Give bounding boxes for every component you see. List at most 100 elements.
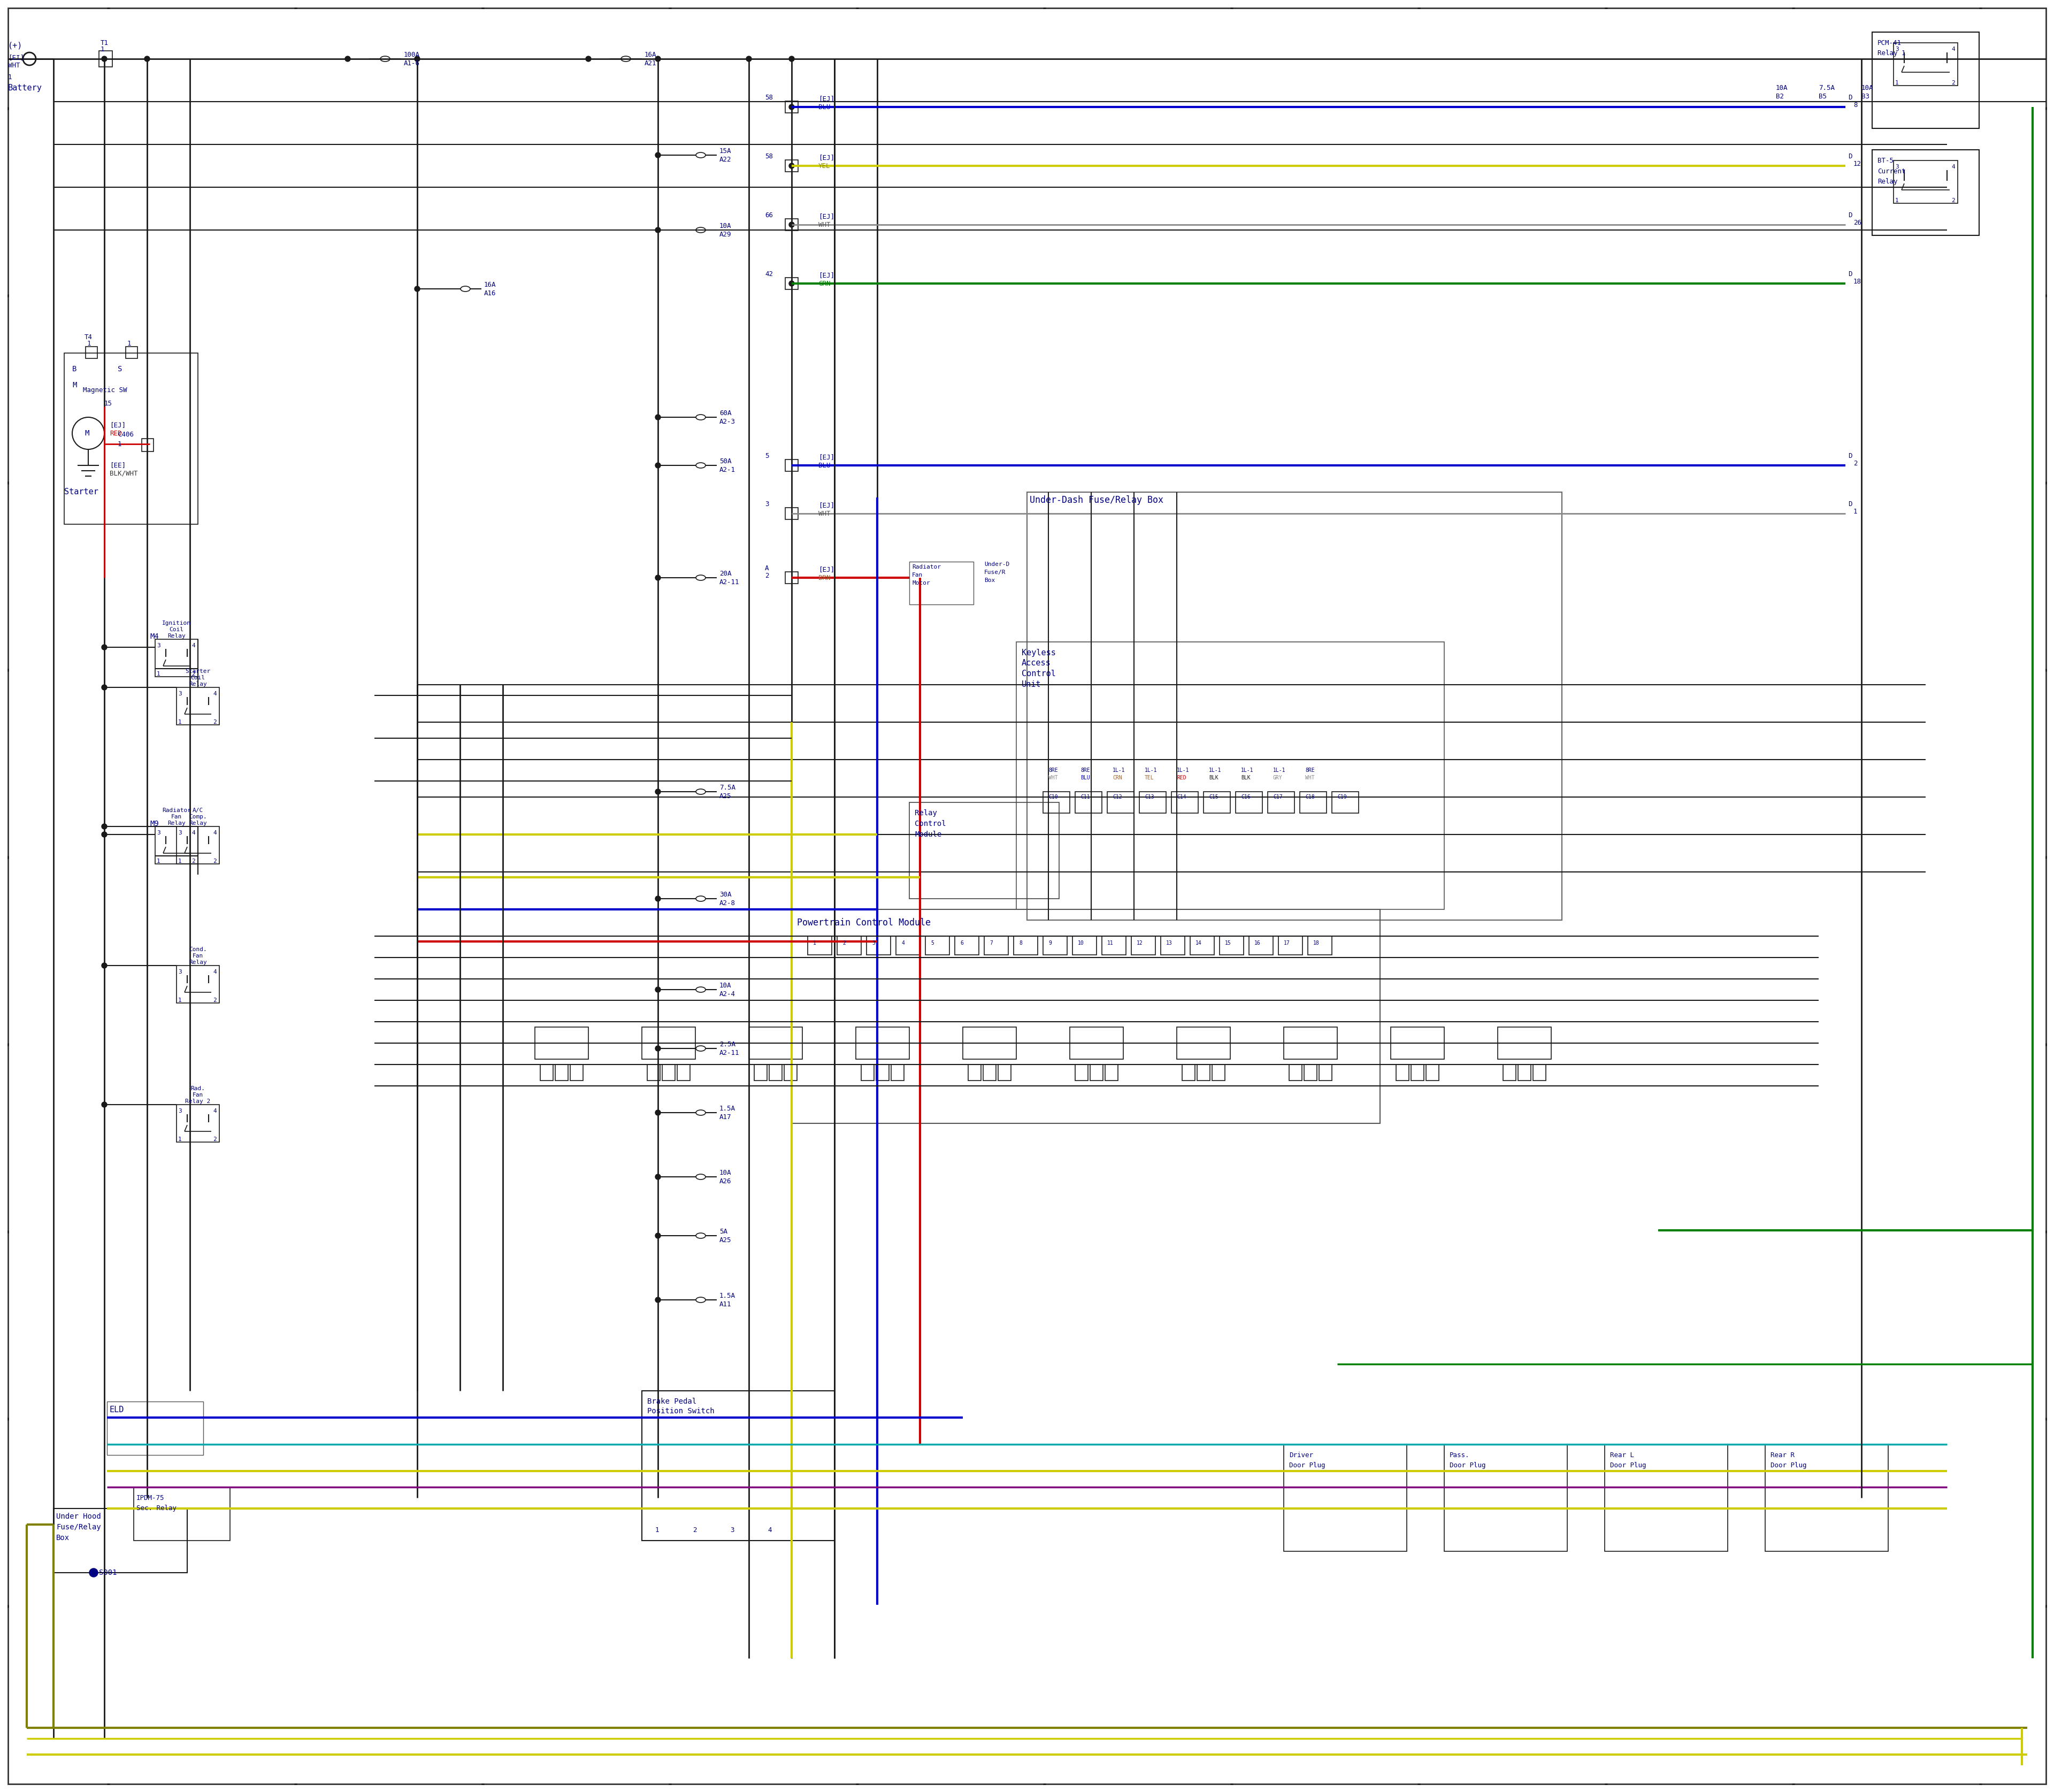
Text: 1L-1: 1L-1	[1177, 767, 1189, 772]
Text: Box: Box	[984, 577, 994, 582]
Text: 6: 6	[959, 941, 963, 946]
Text: WHT: WHT	[1304, 776, 1315, 781]
Ellipse shape	[460, 287, 470, 292]
Text: 1: 1	[813, 941, 815, 946]
Text: WHT: WHT	[8, 61, 21, 68]
Bar	[785, 278, 799, 289]
Text: 3: 3	[871, 941, 875, 946]
Text: A1-6: A1-6	[405, 59, 419, 66]
Text: 11: 11	[1107, 941, 1113, 946]
Text: 9: 9	[1048, 941, 1052, 946]
Bar	[785, 1064, 797, 1081]
Bar	[571, 1064, 583, 1081]
Bar	[641, 1027, 696, 1059]
Text: Access: Access	[1021, 659, 1052, 667]
Circle shape	[415, 56, 419, 61]
Bar	[534, 1027, 587, 1059]
Text: Battery: Battery	[8, 84, 43, 91]
Text: 16A: 16A	[645, 52, 657, 57]
Text: 8RE: 8RE	[1080, 767, 1091, 772]
Text: C15: C15	[1210, 794, 1218, 799]
Text: B5: B5	[1818, 93, 1826, 100]
Text: ELD: ELD	[109, 1405, 125, 1414]
Text: Radiator: Radiator	[912, 564, 941, 570]
Text: 10A: 10A	[1777, 84, 1787, 91]
Text: [EI]: [EI]	[8, 54, 25, 61]
Bar	[1425, 1064, 1440, 1081]
Text: 2: 2	[214, 858, 216, 864]
Text: Control: Control	[914, 821, 947, 828]
Text: Current: Current	[1877, 168, 1906, 174]
Circle shape	[655, 228, 661, 233]
Bar	[1043, 792, 1070, 814]
Circle shape	[655, 1047, 661, 1052]
Text: C406: C406	[117, 432, 134, 439]
Text: C11: C11	[1080, 794, 1091, 799]
Bar	[998, 1064, 1011, 1081]
Bar	[1304, 1064, 1317, 1081]
Text: 4: 4	[214, 1109, 216, 1113]
Text: 50A: 50A	[719, 457, 731, 464]
Text: 4: 4	[214, 969, 216, 975]
Text: 2: 2	[1951, 81, 1955, 86]
Bar	[1894, 43, 1957, 86]
Bar	[99, 50, 113, 66]
Bar	[661, 1064, 676, 1081]
Bar	[156, 640, 197, 677]
Bar	[926, 935, 949, 955]
Text: [EJ]: [EJ]	[817, 95, 834, 102]
Text: M: M	[84, 430, 88, 437]
Bar	[156, 826, 197, 864]
Bar	[896, 935, 920, 955]
Text: Control: Control	[1021, 670, 1056, 677]
Text: Ignition
Coil
Relay: Ignition Coil Relay	[162, 620, 191, 638]
Text: 2: 2	[214, 1136, 216, 1142]
Bar	[1161, 935, 1185, 955]
Text: 1: 1	[1853, 509, 1857, 516]
Ellipse shape	[696, 1109, 705, 1115]
Text: 15: 15	[1224, 941, 1230, 946]
Text: 1L-1: 1L-1	[1273, 767, 1286, 772]
Circle shape	[655, 152, 661, 158]
Text: RED: RED	[1177, 776, 1187, 781]
Bar	[177, 966, 220, 1004]
Text: 15: 15	[105, 400, 113, 407]
Text: A2-3: A2-3	[719, 418, 735, 425]
Text: 10A: 10A	[719, 222, 731, 229]
Text: A17: A17	[719, 1113, 731, 1120]
Bar	[1072, 935, 1097, 955]
Circle shape	[655, 896, 661, 901]
Text: T1: T1	[101, 39, 109, 47]
Text: Position Switch: Position Switch	[647, 1407, 715, 1416]
Bar	[540, 1064, 553, 1081]
Bar	[877, 1064, 889, 1081]
Text: 7: 7	[990, 941, 992, 946]
Text: 3: 3	[179, 1109, 181, 1113]
Bar	[86, 346, 97, 358]
Text: 1: 1	[655, 1527, 659, 1534]
Bar	[1237, 792, 1263, 814]
Text: WHT: WHT	[817, 220, 830, 228]
Bar	[1189, 935, 1214, 955]
Text: 18: 18	[1853, 278, 1861, 285]
Text: Fuse/R: Fuse/R	[984, 570, 1006, 575]
Text: BLU: BLU	[817, 462, 830, 470]
Bar	[861, 1064, 875, 1081]
Circle shape	[585, 56, 592, 61]
Bar	[1444, 1444, 1567, 1552]
Bar	[1308, 935, 1331, 955]
Text: Fuse/Relay: Fuse/Relay	[55, 1523, 101, 1530]
Text: A2-8: A2-8	[719, 900, 735, 907]
Circle shape	[789, 281, 795, 287]
Text: 3: 3	[764, 502, 768, 507]
Text: A29: A29	[719, 231, 731, 238]
Circle shape	[101, 831, 107, 837]
Text: 2: 2	[191, 672, 195, 677]
Text: 10A: 10A	[719, 1168, 731, 1176]
Text: 58: 58	[764, 95, 772, 102]
Bar	[1764, 1444, 1888, 1552]
Bar	[785, 219, 799, 231]
Bar	[1267, 792, 1294, 814]
Text: Keyless: Keyless	[1021, 649, 1056, 656]
Bar	[1284, 1444, 1407, 1552]
